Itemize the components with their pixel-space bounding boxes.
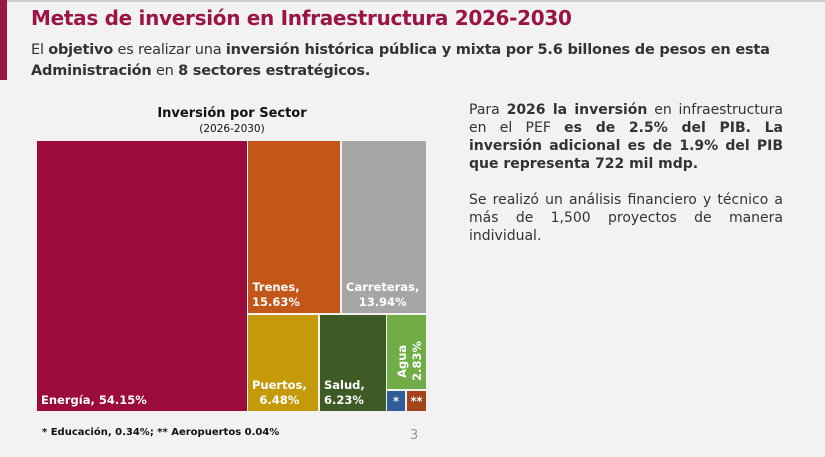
page-number: 3: [410, 428, 419, 443]
side-part: en infraestructura en el PEF: [469, 102, 783, 136]
treemap-label: Agua 2.83%: [395, 341, 424, 381]
side-bold: es de 2.5% del PIB. La inversión adicion…: [469, 120, 783, 172]
lead-bold: inversión histórica pública y mixta por …: [31, 42, 770, 79]
side-part: Para: [469, 102, 507, 118]
side-paragraph-1: Para 2026 la inversión en infraestructur…: [469, 101, 783, 173]
treemap-cell-agua: Agua 2.83%: [387, 315, 426, 389]
treemap-label: **: [410, 394, 423, 408]
treemap-label: Trenes, 15.63%: [252, 280, 300, 309]
accent-bar: [0, 0, 7, 80]
lead-text: El objetivo es realizar una inversión hi…: [31, 40, 811, 82]
treemap-cell-carreteras: Carreteras, 13.94%: [342, 141, 426, 313]
treemap-label: Puertos, 6.48%: [252, 378, 307, 407]
side-paragraph-2: Se realizó un análisis financiero y técn…: [469, 192, 783, 244]
treemap-cell-educación: *: [387, 391, 405, 411]
treemap-cell-trenes: Trenes, 15.63%: [248, 141, 340, 313]
lead-part: en: [151, 63, 179, 79]
treemap-label: Energía, 54.15%: [41, 393, 147, 407]
lead-bold: 8 sectores estratégicos.: [178, 63, 371, 79]
treemap-cell-energía: Energía, 54.15%: [37, 141, 247, 411]
treemap-cell-puertos: Puertos, 6.48%: [248, 315, 318, 411]
chart-title: Inversión por Sector: [157, 106, 307, 121]
treemap-cell-aeropuertos: **: [407, 391, 426, 411]
treemap-cell-salud: Salud, 6.23%: [320, 315, 386, 411]
side-text: Para 2026 la inversión en infraestructur…: [469, 101, 783, 263]
top-border: [0, 0, 825, 2]
treemap-label: Salud, 6.23%: [324, 378, 365, 407]
chart-subtitle: (2026-2030): [199, 123, 265, 135]
lead-part: es realizar una: [113, 42, 226, 58]
page-title: Metas de inversión en Infraestructura 20…: [31, 6, 572, 30]
side-bold: 2026 la inversión: [506, 102, 648, 118]
treemap-label: *: [392, 394, 399, 408]
treemap-label: Carreteras, 13.94%: [346, 280, 420, 309]
footnote: * Educación, 0.34%; ** Aeropuertos 0.04%: [42, 427, 280, 438]
lead-bold: objetivo: [48, 42, 114, 58]
lead-part: El: [31, 42, 49, 58]
